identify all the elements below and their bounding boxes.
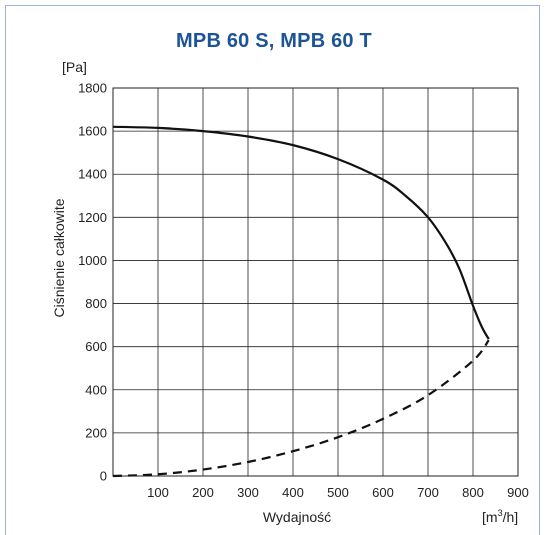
plot-border bbox=[113, 88, 518, 476]
y-tick-label: 1600 bbox=[78, 124, 107, 139]
x-tick-label: 500 bbox=[327, 485, 349, 500]
series-line-dashed bbox=[113, 340, 489, 476]
y-tick-label: 0 bbox=[100, 469, 107, 484]
y-tick-labels: 0 200 400 600 800 1000 1200 1400 1600 1800 bbox=[78, 81, 107, 484]
y-axis-label: Ciśnienie całkowite bbox=[51, 198, 67, 317]
y-unit-label: [Pa] bbox=[62, 59, 87, 75]
plot-area-border bbox=[113, 88, 518, 476]
y-tick-label: 1200 bbox=[78, 210, 107, 225]
x-tick-label: 700 bbox=[417, 485, 439, 500]
x-tick-label: 800 bbox=[462, 485, 484, 500]
x-tick-label: 900 bbox=[507, 485, 529, 500]
x-tick-label: 400 bbox=[282, 485, 304, 500]
grid bbox=[113, 88, 518, 476]
y-tick-label: 600 bbox=[85, 339, 107, 354]
y-tick-label: 1000 bbox=[78, 253, 107, 268]
x-tick-label: 300 bbox=[237, 485, 259, 500]
x-axis-label: Wydajność bbox=[263, 509, 331, 525]
y-tick-label: 200 bbox=[85, 425, 107, 440]
x-tick-label: 100 bbox=[147, 485, 169, 500]
series-line-solid bbox=[113, 127, 489, 339]
y-tick-label: 1400 bbox=[78, 167, 107, 182]
x-unit-label: [m3/h] bbox=[482, 508, 518, 525]
x-tick-label: 600 bbox=[372, 485, 394, 500]
y-tick-label: 400 bbox=[85, 382, 107, 397]
y-tick-label: 800 bbox=[85, 296, 107, 311]
y-tick-label: 1800 bbox=[78, 81, 107, 96]
x-tick-label: 200 bbox=[192, 485, 214, 500]
x-tick-labels: 100 200 300 400 500 600 700 800 900 bbox=[147, 485, 529, 500]
series-group bbox=[113, 127, 489, 476]
